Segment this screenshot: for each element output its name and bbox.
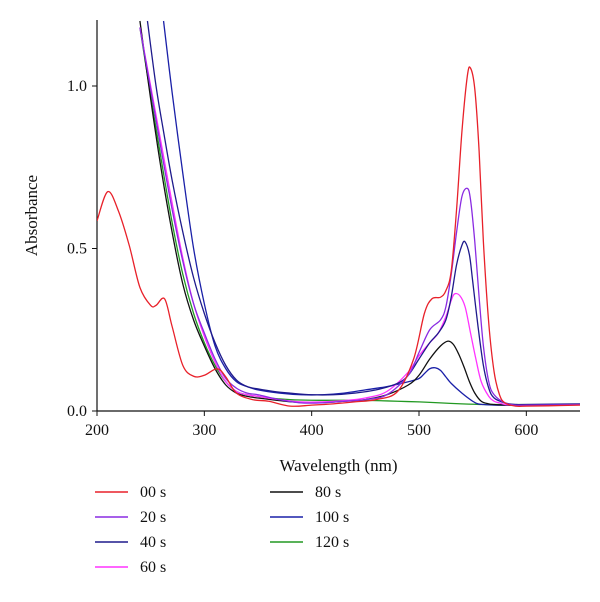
y-tick-label: 0.0 <box>67 403 87 420</box>
series-line-40-s <box>146 20 580 406</box>
legend: 00 s 20 s 40 s 60 s 80 s 100 s 120 s <box>95 484 349 576</box>
y-tick-label: 1.0 <box>67 78 87 95</box>
legend-label-100-s: 100 s <box>315 509 349 526</box>
y-axis-title: Absorbance <box>22 175 41 256</box>
legend-label-60-s: 60 s <box>140 559 166 576</box>
legend-label-80-s: 80 s <box>315 484 341 501</box>
x-axis-title: Wavelength (nm) <box>279 456 397 475</box>
series-line-100-s <box>162 20 580 406</box>
x-tick-label: 200 <box>85 422 109 439</box>
x-tick-label: 500 <box>407 422 431 439</box>
x-tick-label: 300 <box>192 422 216 439</box>
x-tick-label: 400 <box>300 422 324 439</box>
y-tick-label: 0.5 <box>67 241 87 258</box>
series-line-00-s <box>97 66 580 408</box>
legend-label-40-s: 40 s <box>140 534 166 551</box>
legend-label-20-s: 20 s <box>140 509 166 526</box>
x-tick-label: 600 <box>514 422 538 439</box>
legend-label-00-s: 00 s <box>140 484 166 501</box>
axes <box>96 20 580 412</box>
legend-label-120-s: 120 s <box>315 534 349 551</box>
series-line-20-s <box>139 27 580 406</box>
series-line-120-s <box>139 27 580 406</box>
series-layer <box>97 20 580 408</box>
ticks-layer: 200 300 400 500 600 0.0 0.5 1.0 <box>67 78 538 439</box>
